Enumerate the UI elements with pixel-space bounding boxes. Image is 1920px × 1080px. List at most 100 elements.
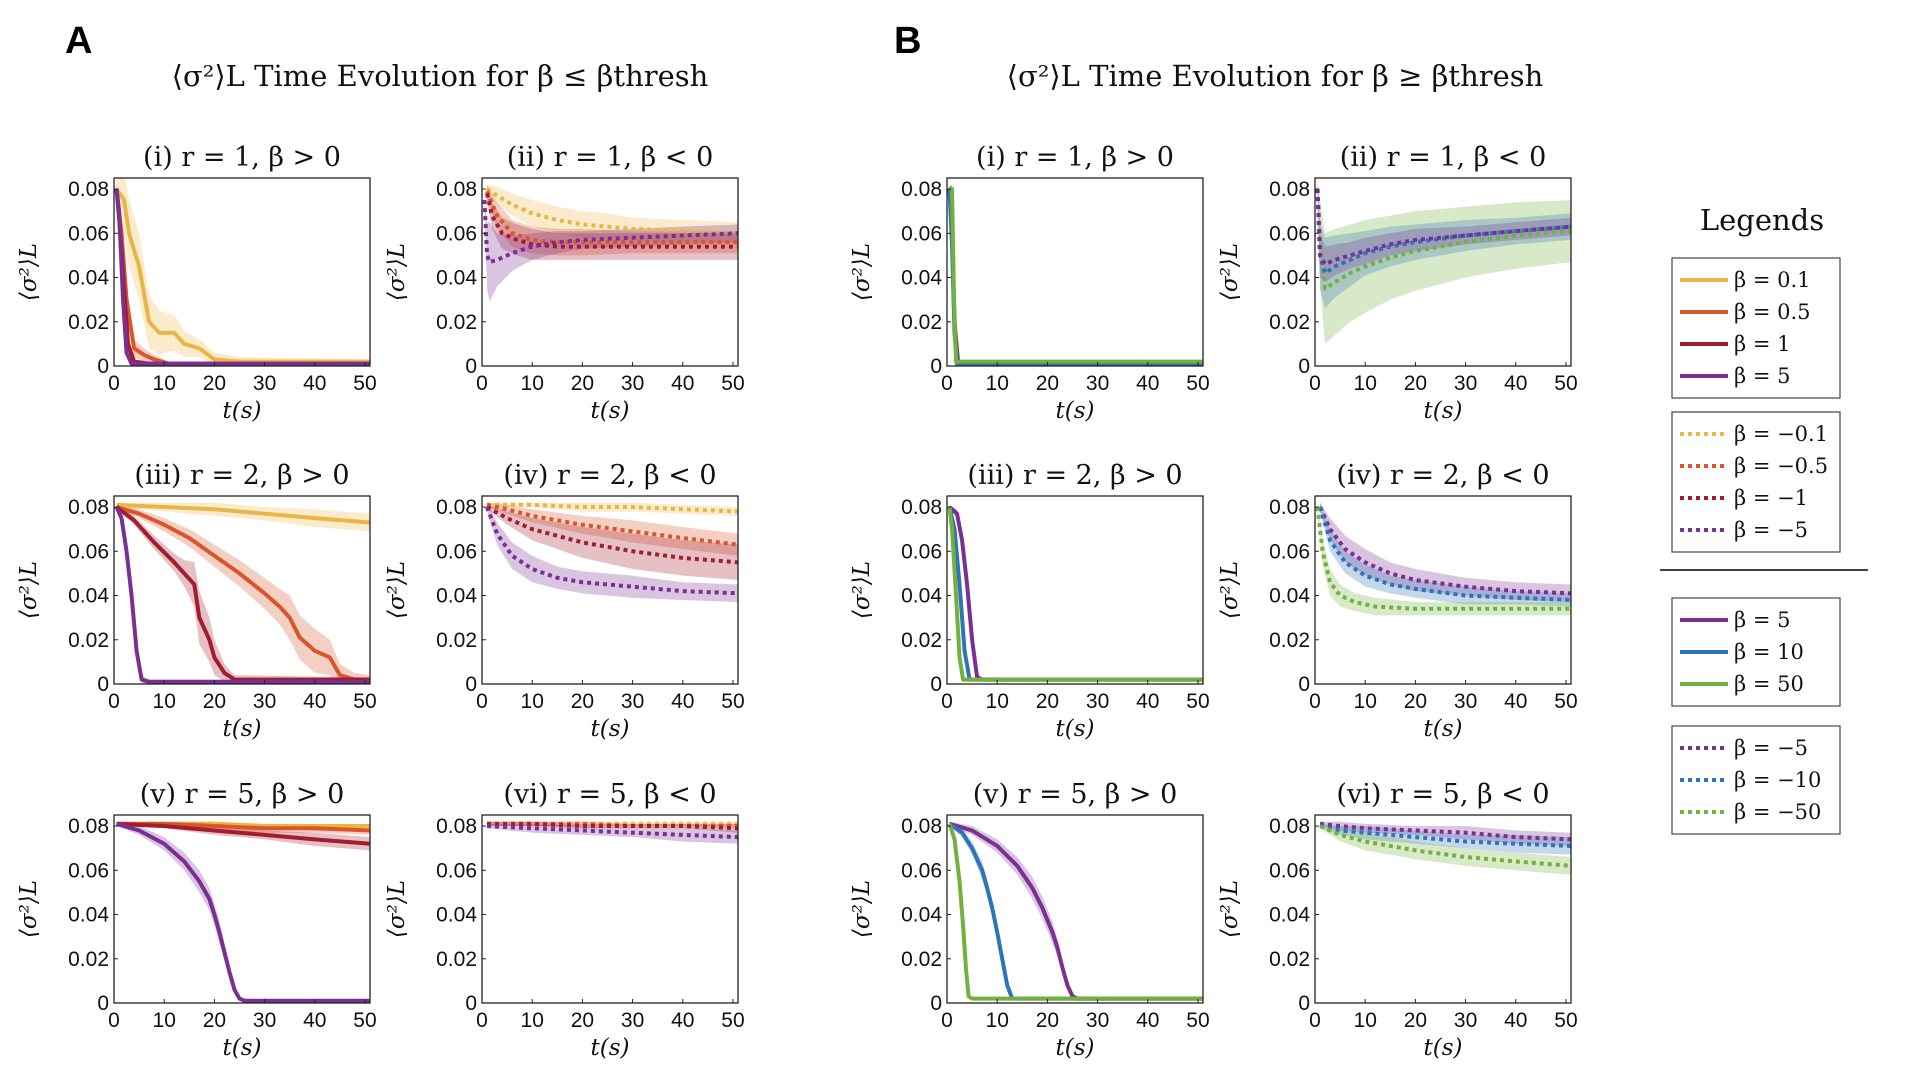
- x-tick-label: 50: [353, 1009, 376, 1032]
- uncertainty-band-1: [116, 182, 370, 366]
- y-tick-label: 0.02: [68, 629, 109, 652]
- chart-title: (vi) r = 5, β < 0: [503, 779, 716, 810]
- uncertainty-band-0: [1320, 502, 1571, 603]
- legend-entry-label: β = 50: [1734, 672, 1804, 696]
- x-axis-label: t(s): [591, 398, 630, 424]
- y-tick-label: 0.06: [1269, 859, 1310, 882]
- x-tick-label: 30: [1454, 690, 1477, 713]
- chart-B-iii: 0 10 20 30 40 50 0 0.02 0.04 0.06 0.08 (iii) r = 2,…: [849, 460, 1210, 742]
- uncertainty-band-1: [949, 504, 1203, 682]
- y-tick-label: 0.08: [68, 178, 109, 201]
- uncertainty-band-3: [487, 823, 738, 844]
- series-line-2: [485, 193, 738, 249]
- axes-box: [113, 814, 371, 1004]
- y-tick-label: 0: [465, 355, 477, 378]
- axes-box: [946, 814, 1204, 1004]
- series-line-2: [1319, 824, 1571, 868]
- series-line-0: [947, 188, 1203, 366]
- series-line-0: [948, 505, 1203, 682]
- y-tick-label: 0.02: [68, 311, 109, 334]
- x-tick-label: 40: [1136, 1009, 1159, 1032]
- y-tick-label: 0.02: [68, 948, 109, 971]
- panel-title-b: ⟨σ²⟩L Time Evolution for β ≥ βthresh: [1007, 59, 1544, 93]
- y-tick-label: 0.04: [901, 585, 942, 608]
- x-tick-label: 0: [1309, 372, 1321, 395]
- series-line-0: [485, 187, 738, 236]
- uncertainty-band-2: [949, 184, 1203, 364]
- series-line-1: [1319, 824, 1571, 848]
- x-axis-label: t(s): [1424, 398, 1463, 424]
- series-line-3: [115, 821, 370, 1003]
- uncertainty-band-0: [1320, 821, 1571, 846]
- panel-letter-a: A: [65, 20, 92, 62]
- x-tick-label: 30: [1086, 1009, 1109, 1032]
- plot-area: [1319, 821, 1571, 875]
- series-line-1: [947, 506, 1203, 682]
- chart-title: (i) r = 1, β > 0: [976, 142, 1174, 173]
- series-line-0: [1318, 506, 1571, 596]
- y-tick-label: 0.08: [1269, 178, 1310, 201]
- y-tick-label: 0.08: [436, 496, 477, 519]
- x-axis-label: t(s): [1056, 398, 1095, 424]
- y-tick-label: 0: [1298, 355, 1310, 378]
- x-tick-label: 20: [203, 690, 226, 713]
- x-tick-label: 30: [1086, 372, 1109, 395]
- x-tick-label: 0: [476, 372, 488, 395]
- x-tick-label: 0: [108, 690, 120, 713]
- uncertainty-band-0: [949, 186, 1203, 365]
- legend-entry-label: β = −0.1: [1734, 422, 1828, 446]
- x-tick-label: 20: [1404, 372, 1427, 395]
- chart-A-iii: 0 10 20 30 40 50 0 0.02 0.04 0.06 0.08 (iii) r = 2,…: [16, 460, 377, 742]
- x-tick-label: 30: [253, 1009, 276, 1032]
- chart-title: (iii) r = 2, β > 0: [134, 460, 349, 491]
- chart-title: (vi) r = 5, β < 0: [1336, 779, 1549, 810]
- uncertainty-band-2: [949, 821, 1203, 1000]
- y-tick-label: 0.02: [901, 629, 942, 652]
- legend-entry-label: β = −5: [1734, 518, 1808, 542]
- x-tick-label: 20: [1036, 372, 1059, 395]
- x-tick-label: 20: [571, 1009, 594, 1032]
- series-line-2: [486, 505, 738, 565]
- series-line-1: [948, 822, 1203, 1001]
- series-line-1: [115, 505, 370, 682]
- chart-A-iv: 0 10 20 30 40 50 0 0.02 0.04 0.06 0.08 (iv) r = 2, …: [384, 460, 745, 742]
- x-tick-label: 30: [621, 1009, 644, 1032]
- legend-entry-label: β = −5: [1734, 736, 1808, 760]
- charts-grid: 0 10 20 30 40 50 0 0.02 0.04 0.06 0.08 (i) r = 1, β…: [16, 142, 1578, 1061]
- x-tick-label: 20: [1036, 690, 1059, 713]
- axes-box: [1314, 495, 1572, 685]
- y-axis-label: ⟨σ²⟩L: [16, 880, 42, 938]
- y-axis-label: ⟨σ²⟩L: [384, 561, 410, 619]
- chart-A-v: 0 10 20 30 40 50 0 0.02 0.04 0.06 0.08 (v) r = 5, β…: [16, 779, 377, 1061]
- y-tick-label: 0.08: [901, 815, 942, 838]
- x-tick-label: 40: [303, 372, 326, 395]
- x-tick-label: 20: [1404, 1009, 1427, 1032]
- series-line-3: [486, 824, 738, 840]
- y-tick-label: 0.04: [68, 585, 109, 608]
- y-tick-label: 0.06: [1269, 222, 1310, 245]
- x-tick-label: 0: [108, 1009, 120, 1032]
- axes-box: [946, 177, 1204, 367]
- x-tick-label: 20: [571, 372, 594, 395]
- uncertainty-band-3: [116, 821, 370, 1003]
- x-tick-label: 40: [1504, 372, 1527, 395]
- chart-title: (iii) r = 2, β > 0: [967, 460, 1182, 491]
- series-line-0: [116, 502, 370, 525]
- x-tick-label: 40: [671, 372, 694, 395]
- x-tick-label: 50: [721, 690, 744, 713]
- y-tick-label: 0.04: [68, 267, 109, 290]
- y-tick-label: 0.08: [901, 496, 942, 519]
- legend-box-0: β = 0.1 β = 0.5 β = 1 β = 5: [1671, 257, 1841, 399]
- legend-box-1: β = −0.1 β = −0.5 β = −1 β = −5: [1671, 411, 1841, 553]
- x-tick-label: 40: [671, 1009, 694, 1032]
- uncertainty-band-1: [949, 186, 1203, 366]
- y-tick-label: 0.06: [68, 859, 109, 882]
- legend-entry-label: β = 1: [1734, 332, 1790, 356]
- axes-box: [1314, 177, 1572, 367]
- uncertainty-band-0: [949, 504, 1203, 682]
- x-tick-label: 20: [203, 1009, 226, 1032]
- uncertainty-band-1: [949, 821, 1203, 1001]
- uncertainty-band-0: [116, 178, 370, 366]
- series-line-1: [1315, 188, 1571, 276]
